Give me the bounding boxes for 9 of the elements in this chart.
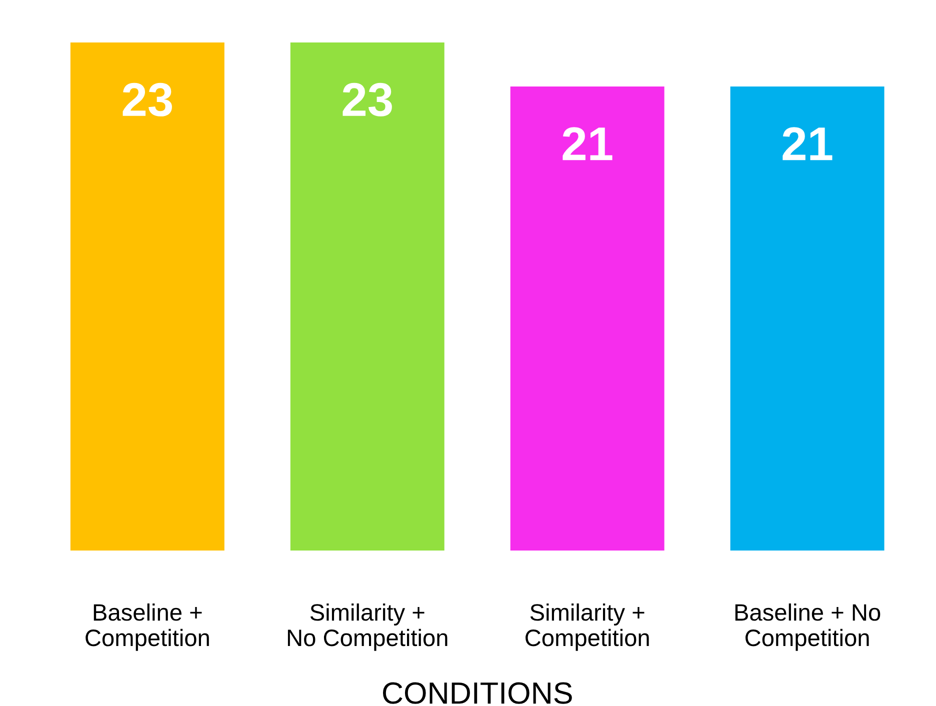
x-tick-label: Similarity + No Competition	[288, 603, 448, 651]
x-tick-label: Baseline + No Competition	[735, 603, 880, 651]
data-label: 21	[562, 127, 612, 160]
x-axis-title: CONDITIONS	[383, 682, 572, 704]
x-tick-label: Baseline + Competition	[86, 603, 209, 651]
data-label: 23	[122, 82, 172, 116]
data-label: 21	[782, 127, 832, 160]
x-tick-label: Similarity + Competition	[526, 603, 649, 651]
data-label: 23	[342, 82, 392, 116]
